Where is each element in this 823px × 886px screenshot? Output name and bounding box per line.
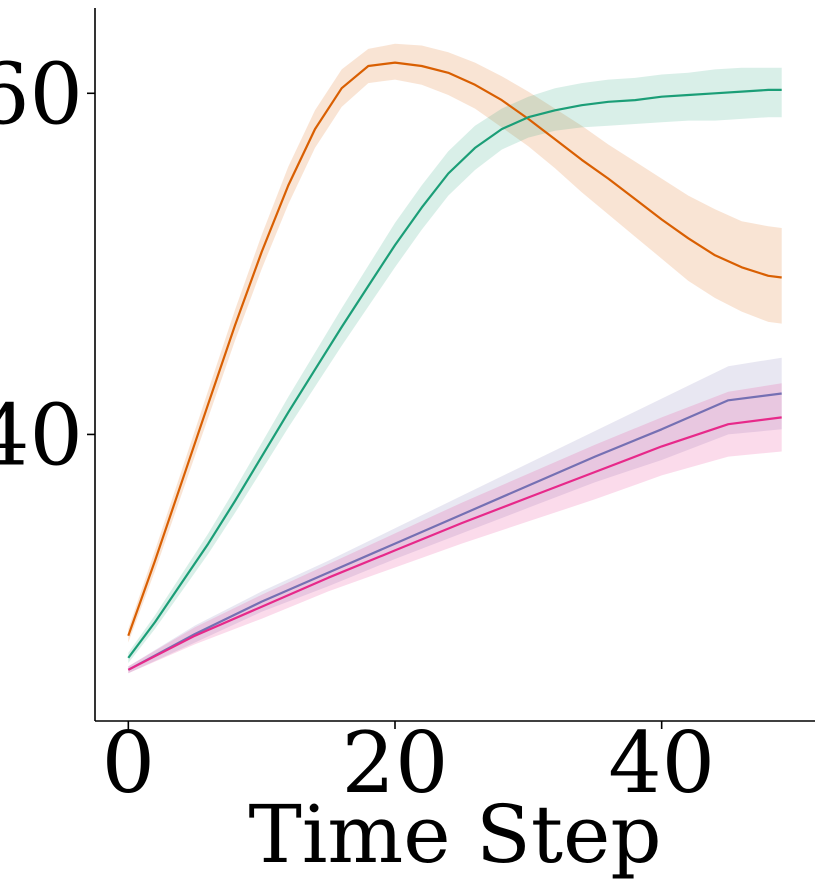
x-tick-label-40: 40 — [608, 714, 715, 812]
series-3-line — [127, 392, 782, 671]
series-2-line — [127, 88, 782, 659]
series-lines — [127, 61, 782, 671]
y-tick-label-60: 60 — [0, 45, 83, 143]
x-axis-title: Time Step — [248, 788, 661, 881]
series-4-line — [127, 416, 782, 671]
series-2-band — [128, 67, 782, 663]
confidence-bands — [128, 43, 782, 674]
axes — [94, 8, 815, 722]
x-tick-label-0: 0 — [102, 714, 155, 812]
series-1-line — [127, 61, 782, 637]
y-tick-label-40: 40 — [0, 386, 83, 484]
x-tick-label-20: 20 — [342, 714, 449, 812]
ticks: 0 20 40 40 60 — [0, 45, 715, 812]
series-4-band — [128, 383, 782, 674]
series-1-band — [128, 43, 782, 643]
